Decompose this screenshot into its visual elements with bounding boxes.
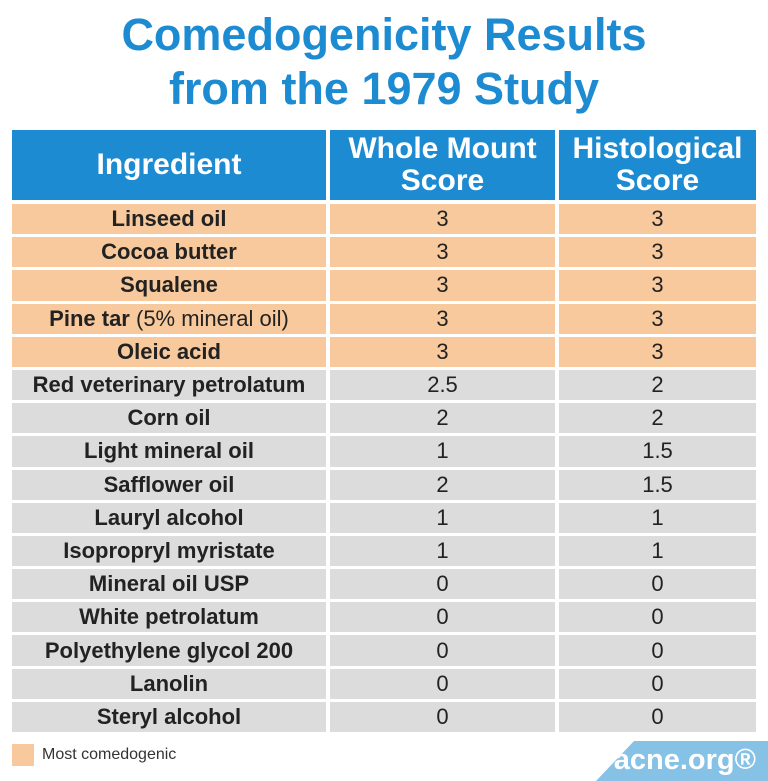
ingredient-cell: Safflower oil [12, 469, 326, 500]
table-row: Oleic acid 3 3 [12, 336, 756, 367]
histological-score-cell: 3 [559, 204, 756, 235]
table-row: Safflower oil 2 1.5 [12, 469, 756, 500]
ingredient-cell: Pine tar (5% mineral oil) [12, 303, 326, 334]
histological-score-cell: 3 [559, 270, 756, 301]
legend: Most comedogenic [12, 744, 176, 766]
table-row: Corn oil 2 2 [12, 403, 756, 434]
ingredient-name: Polyethylene glycol 200 [44, 637, 294, 663]
table-row: Polyethylene glycol 200 0 0 [12, 635, 756, 666]
ingredient-name: Linseed oil [111, 206, 227, 232]
legend-label: Most comedogenic [42, 746, 177, 763]
ingredient-cell: Mineral oil USP [12, 569, 326, 600]
whole-mount-score-cell: 1 [330, 502, 555, 533]
ingredient-cell: Oleic acid [12, 336, 326, 367]
whole-mount-score-cell: 1 [330, 436, 555, 467]
table-row: Lanolin 0 0 [12, 668, 756, 699]
title-line-2: from the 1979 Study [168, 63, 600, 114]
whole-mount-score-cell: 2 [330, 469, 555, 500]
table-row: Pine tar (5% mineral oil) 3 3 [12, 303, 756, 334]
histological-score-cell: 0 [559, 668, 756, 699]
table-row: Light mineral oil 1 1.5 [12, 436, 756, 467]
histological-score-cell: 1 [559, 535, 756, 567]
ingredient-cell: Light mineral oil [12, 436, 326, 467]
ingredient-cell: Lauryl alcohol [12, 502, 326, 533]
header-whole-mount: Whole Mount Score [330, 130, 555, 200]
page-title: Comedogenicity Results from the 1979 Stu… [0, 8, 768, 116]
whole-mount-score-cell: 3 [330, 204, 555, 235]
header-histological: Histological Score [559, 130, 756, 200]
header-ingredient: Ingredient [12, 130, 326, 200]
ingredient-cell: Cocoa butter [12, 237, 326, 268]
title-line-1: Comedogenicity Results [121, 9, 647, 60]
ingredient-note: (5% mineral oil) [129, 305, 289, 331]
histological-score-cell: 2 [559, 403, 756, 434]
comedogenicity-table: Ingredient Whole Mount Score Histologica… [12, 130, 756, 735]
ingredient-name: Steryl alcohol [96, 703, 242, 729]
ingredient-name: White petrolatum [79, 604, 259, 630]
ingredient-cell: Corn oil [12, 403, 326, 434]
histological-score-cell: 1 [559, 502, 756, 533]
table-row: Cocoa butter 3 3 [12, 237, 756, 268]
histological-score-cell: 3 [559, 336, 756, 367]
histological-score-cell: 1.5 [559, 469, 756, 500]
whole-mount-score-cell: 3 [330, 336, 555, 367]
histological-score-cell: 3 [559, 303, 756, 334]
ingredient-cell: Isopropryl myristate [12, 535, 326, 567]
ingredient-name: Pine tar [49, 305, 130, 331]
ingredient-cell: Linseed oil [12, 204, 326, 235]
legend-swatch [12, 744, 34, 766]
ingredient-name: Lauryl alcohol [94, 504, 244, 530]
table-header: Ingredient Whole Mount Score Histologica… [12, 130, 756, 200]
whole-mount-score-cell: 0 [330, 668, 555, 699]
histological-score-cell: 0 [559, 635, 756, 666]
histological-score-cell: 0 [559, 602, 756, 633]
ingredient-name: Light mineral oil [84, 438, 254, 464]
ingredient-name: Mineral oil USP [88, 571, 250, 597]
ingredient-cell: Polyethylene glycol 200 [12, 635, 326, 666]
ingredient-cell: Steryl alcohol [12, 701, 326, 732]
ingredient-cell: Lanolin [12, 668, 326, 699]
ingredient-name: Corn oil [127, 405, 211, 431]
histological-score-cell: 0 [559, 569, 756, 600]
ingredient-name: Isopropryl myristate [63, 537, 275, 563]
table-row: Isopropryl myristate 1 1 [12, 535, 756, 567]
table-row: Lauryl alcohol 1 1 [12, 502, 756, 533]
acne-org-logo: acne.org® [596, 741, 768, 781]
table-row: Linseed oil 3 3 [12, 204, 756, 235]
table-row: White petrolatum 0 0 [12, 602, 756, 633]
ingredient-name: Lanolin [129, 670, 209, 696]
ingredient-cell: Squalene [12, 270, 326, 301]
table-row: Red veterinary petrolatum 2.5 2 [12, 369, 756, 401]
ingredient-name: Red veterinary petrolatum [32, 372, 306, 398]
table-row: Steryl alcohol 0 0 [12, 701, 756, 732]
whole-mount-score-cell: 0 [330, 602, 555, 633]
whole-mount-score-cell: 0 [330, 635, 555, 666]
whole-mount-score-cell: 2 [330, 403, 555, 434]
histological-score-cell: 0 [559, 701, 756, 732]
histological-score-cell: 2 [559, 369, 756, 401]
whole-mount-score-cell: 3 [330, 303, 555, 334]
histological-score-cell: 1.5 [559, 436, 756, 467]
whole-mount-score-cell: 3 [330, 270, 555, 301]
ingredient-name: Oleic acid [117, 338, 221, 364]
whole-mount-score-cell: 2.5 [330, 369, 555, 401]
whole-mount-score-cell: 0 [330, 569, 555, 600]
whole-mount-score-cell: 0 [330, 701, 555, 732]
whole-mount-score-cell: 3 [330, 237, 555, 268]
table-row: Squalene 3 3 [12, 270, 756, 301]
ingredient-name: Cocoa butter [101, 239, 237, 265]
ingredient-name: Safflower oil [103, 471, 235, 497]
table-row: Mineral oil USP 0 0 [12, 569, 756, 600]
ingredient-cell: Red veterinary petrolatum [12, 369, 326, 401]
whole-mount-score-cell: 1 [330, 535, 555, 567]
histological-score-cell: 3 [559, 237, 756, 268]
ingredient-name: Squalene [120, 272, 218, 298]
ingredient-cell: White petrolatum [12, 602, 326, 633]
